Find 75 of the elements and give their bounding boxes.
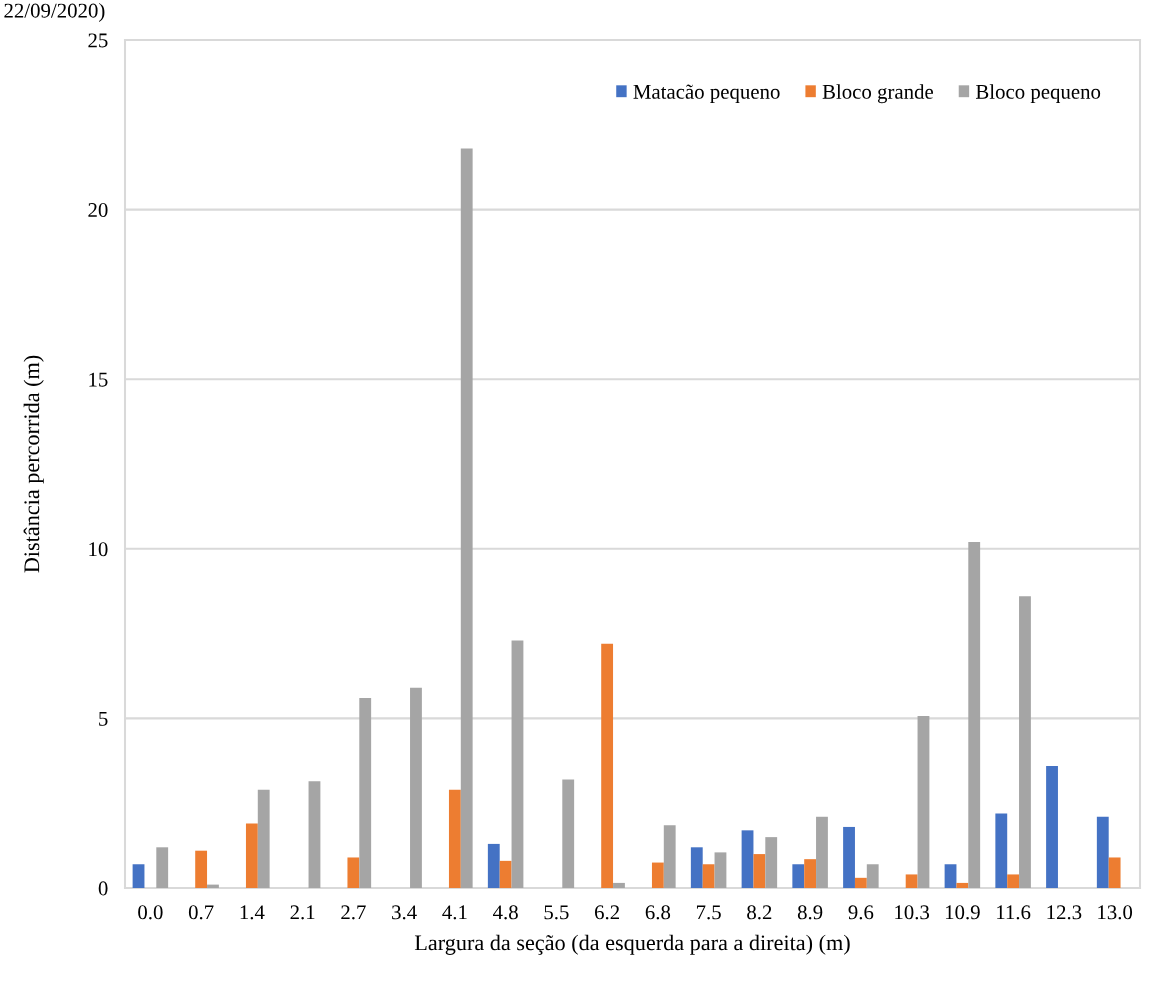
bar (714, 852, 727, 888)
y-tick-label: 20 (88, 202, 108, 218)
x-tick-label: 5.5 (544, 905, 569, 920)
bar (487, 843, 500, 888)
bar (410, 687, 422, 888)
bar (245, 823, 258, 888)
bar (741, 830, 754, 888)
x-tick-label: 6.8 (645, 905, 671, 920)
x-tick-label: 1.4 (240, 905, 265, 920)
bar (905, 874, 918, 888)
bar (132, 864, 145, 888)
bar (195, 850, 208, 888)
x-tick-label: 7.5 (696, 905, 721, 920)
bar (1108, 857, 1121, 888)
bar (854, 877, 867, 888)
y-axis-title: Distância percorrida (m) (23, 355, 44, 573)
bar (511, 640, 524, 888)
x-tick-label: 0.0 (138, 905, 163, 920)
bar (866, 864, 879, 888)
bar (1019, 596, 1031, 888)
y-tick-label: 10 (89, 542, 108, 557)
bar (448, 789, 461, 888)
x-tick-label: 0.7 (188, 905, 214, 920)
x-tick-label: 12.3 (1047, 905, 1082, 920)
bar (956, 882, 969, 888)
bar (753, 854, 766, 888)
x-tick-label: 4.8 (493, 905, 518, 920)
bar (562, 779, 575, 888)
bar (308, 781, 321, 888)
bar (804, 859, 817, 888)
bar (944, 864, 957, 888)
legend-label: Bloco grande (822, 84, 934, 104)
bar (917, 716, 930, 888)
x-tick-label: 2.1 (290, 905, 315, 920)
x-tick-label: 9.6 (848, 905, 874, 920)
text: 22/09/2020) (4, 3, 105, 22)
x-tick-label: 8.2 (747, 905, 772, 920)
bar (843, 826, 855, 888)
x-tick-label: 10.9 (945, 905, 980, 920)
bar (690, 847, 703, 888)
bar (1046, 765, 1058, 888)
legend-label: Bloco pequeno (976, 84, 1101, 104)
x-tick-label: 13.0 (1098, 905, 1133, 920)
bar (816, 816, 828, 888)
y-tick-label: 0 (98, 881, 108, 896)
x-tick-label: 8.9 (797, 905, 823, 920)
y-tick-label: 15 (89, 372, 108, 387)
bar (702, 864, 715, 888)
x-tick-label: 4.1 (442, 905, 467, 920)
bar (460, 148, 473, 888)
x-tick-label: 10.3 (895, 905, 930, 920)
y-tick-label: 5 (99, 711, 108, 726)
bar (1096, 816, 1109, 888)
bar (257, 789, 270, 888)
bar (792, 864, 805, 888)
bar (1007, 874, 1020, 888)
bar (765, 837, 778, 888)
bar (601, 643, 614, 888)
bar (995, 813, 1008, 888)
bar (347, 857, 360, 888)
y-tick-label: 25 (88, 33, 108, 48)
legend-label: Matacão pequeno (633, 84, 780, 104)
bar (663, 825, 676, 888)
bar (359, 698, 372, 888)
x-tick-label: 2.7 (341, 905, 366, 920)
bar (207, 884, 219, 888)
x-tick-label: 3.4 (392, 905, 417, 920)
x-tick-label: 6.2 (595, 905, 619, 920)
bar (156, 847, 169, 888)
bar (499, 860, 512, 888)
bar (613, 882, 625, 888)
x-tick-label: 11.6 (997, 905, 1031, 920)
bar (651, 862, 664, 888)
bar (968, 542, 981, 888)
x-axis-title: Largura da seção (da esquerda para a direita) (m) (414, 934, 850, 955)
